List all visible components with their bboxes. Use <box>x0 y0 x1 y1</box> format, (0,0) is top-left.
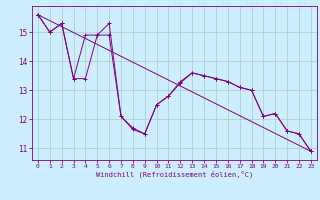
X-axis label: Windchill (Refroidissement éolien,°C): Windchill (Refroidissement éolien,°C) <box>96 171 253 178</box>
